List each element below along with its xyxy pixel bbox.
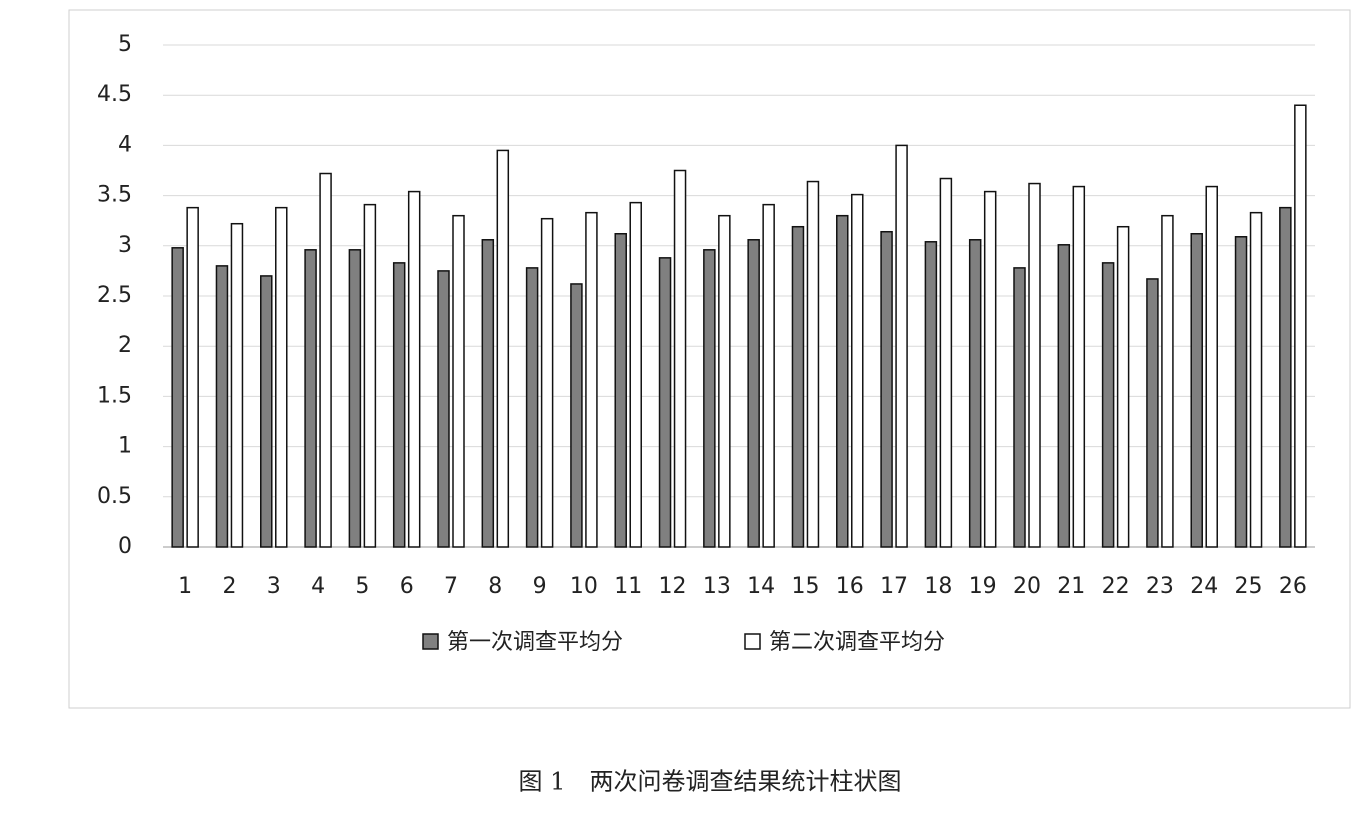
bar bbox=[215, 265, 229, 548]
x-tick-label: 20 bbox=[1013, 574, 1041, 599]
bar bbox=[791, 225, 805, 548]
caption: 图 1 两次问卷调查结果统计柱状图 bbox=[519, 768, 902, 796]
y-tick-label: 0.5 bbox=[97, 484, 132, 509]
x-tick-label: 23 bbox=[1146, 574, 1174, 599]
bar bbox=[348, 249, 362, 548]
x-tick-label: 13 bbox=[703, 574, 731, 599]
bar bbox=[1101, 262, 1115, 548]
bar bbox=[1057, 244, 1071, 548]
x-tick-label: 12 bbox=[659, 574, 687, 599]
bar bbox=[924, 241, 938, 548]
x-tick-label: 7 bbox=[444, 574, 458, 599]
bar bbox=[1205, 185, 1218, 548]
x-tick-label: 4 bbox=[311, 574, 325, 599]
x-tick-label: 10 bbox=[570, 574, 598, 599]
legend-label: 第二次调查平均分 bbox=[769, 630, 945, 655]
y-tick-label: 2.5 bbox=[97, 283, 132, 308]
bar bbox=[319, 172, 332, 548]
x-tick-label: 3 bbox=[267, 574, 281, 599]
x-tick-label: 15 bbox=[791, 574, 819, 599]
bar bbox=[851, 193, 864, 548]
bar bbox=[1028, 182, 1041, 548]
bar bbox=[968, 239, 982, 548]
x-tick-label: 5 bbox=[355, 574, 369, 599]
bar bbox=[407, 190, 421, 548]
y-tick-label: 1.5 bbox=[97, 383, 132, 408]
bar bbox=[939, 177, 953, 548]
bar bbox=[1190, 233, 1203, 548]
x-tick-label: 22 bbox=[1102, 574, 1130, 599]
bar bbox=[1234, 236, 1248, 548]
bar bbox=[585, 211, 598, 548]
x-tick-label: 1 bbox=[178, 574, 192, 599]
y-tick-label: 5 bbox=[118, 32, 132, 57]
bar bbox=[673, 169, 687, 548]
y-tick-label: 3.5 bbox=[97, 183, 132, 208]
bar bbox=[983, 190, 997, 548]
y-tick-label: 0 bbox=[118, 534, 132, 559]
legend-label: 第一次调查平均分 bbox=[447, 630, 623, 655]
bar bbox=[747, 239, 760, 548]
x-tick-label: 17 bbox=[880, 574, 908, 599]
legend-swatch bbox=[422, 633, 439, 650]
bar bbox=[836, 214, 849, 548]
bar bbox=[230, 222, 244, 548]
bar bbox=[481, 239, 495, 548]
bar bbox=[437, 270, 450, 548]
bar bbox=[658, 257, 672, 548]
x-tick-label: 18 bbox=[924, 574, 952, 599]
bar bbox=[304, 249, 317, 548]
bar bbox=[762, 203, 775, 548]
bar bbox=[570, 283, 583, 548]
bar bbox=[1294, 104, 1307, 548]
bar bbox=[496, 149, 510, 548]
bar bbox=[806, 180, 820, 548]
bar bbox=[540, 217, 554, 548]
bar bbox=[1249, 211, 1263, 548]
bar bbox=[880, 230, 893, 548]
x-tick-label: 2 bbox=[222, 574, 236, 599]
y-tick-label: 2 bbox=[118, 333, 132, 358]
bar bbox=[363, 203, 377, 548]
x-tick-label: 11 bbox=[614, 574, 642, 599]
legend-swatch bbox=[744, 633, 761, 650]
x-tick-label: 25 bbox=[1235, 574, 1263, 599]
bar bbox=[275, 206, 288, 548]
x-tick-label: 6 bbox=[400, 574, 414, 599]
x-tick-label: 16 bbox=[836, 574, 864, 599]
x-tick-label: 19 bbox=[969, 574, 997, 599]
bar bbox=[629, 201, 642, 548]
bar bbox=[452, 214, 465, 548]
bar bbox=[525, 267, 539, 548]
x-tick-label: 14 bbox=[747, 574, 775, 599]
x-tick-label: 21 bbox=[1057, 574, 1085, 599]
x-tick-label: 26 bbox=[1279, 574, 1307, 599]
y-tick-label: 4 bbox=[118, 132, 132, 157]
bar bbox=[1072, 185, 1086, 548]
bar bbox=[186, 206, 199, 548]
bar bbox=[1146, 278, 1159, 548]
bar bbox=[718, 214, 731, 548]
bar bbox=[260, 275, 273, 548]
x-tick-label: 8 bbox=[488, 574, 502, 599]
bar bbox=[392, 262, 406, 548]
bar bbox=[1161, 214, 1174, 548]
y-tick-label: 3 bbox=[118, 233, 132, 258]
bar bbox=[895, 144, 908, 548]
bar bbox=[1116, 225, 1130, 548]
bar bbox=[171, 247, 184, 548]
bar bbox=[1013, 267, 1026, 548]
bar bbox=[614, 233, 627, 548]
bar bbox=[1279, 206, 1292, 548]
x-tick-label: 9 bbox=[533, 574, 547, 599]
x-tick-label: 24 bbox=[1190, 574, 1218, 599]
bar bbox=[703, 249, 716, 548]
y-tick-label: 1 bbox=[118, 434, 132, 459]
y-tick-label: 4.5 bbox=[97, 82, 132, 107]
